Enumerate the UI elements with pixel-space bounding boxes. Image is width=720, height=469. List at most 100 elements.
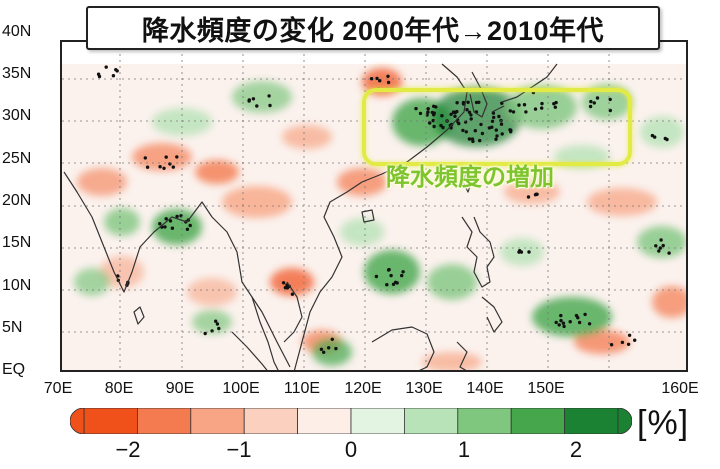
significance-dot xyxy=(115,69,119,73)
significance-dot xyxy=(327,346,331,350)
colorbar-tick: 0 xyxy=(344,437,358,462)
colorbar-segment xyxy=(137,408,192,434)
significance-dot xyxy=(494,137,498,141)
significance-dot xyxy=(461,100,466,105)
significance-dot xyxy=(175,214,179,219)
significance-dot xyxy=(439,123,443,128)
significance-dot xyxy=(494,128,498,132)
significance-dot xyxy=(559,318,563,323)
significance-dot xyxy=(465,108,469,112)
significance-dot xyxy=(552,102,556,106)
significance-dot xyxy=(255,104,259,108)
significance-dot xyxy=(164,155,168,159)
significance-dot xyxy=(657,249,661,253)
significance-dot xyxy=(162,166,166,170)
significance-dot xyxy=(143,156,147,160)
significance-dot xyxy=(471,139,475,144)
significance-dot xyxy=(559,313,563,318)
significance-dot xyxy=(467,110,472,115)
significance-dot xyxy=(659,238,663,242)
colorbar-segment xyxy=(457,408,512,434)
colorbar-segment xyxy=(190,408,245,434)
significance-dot xyxy=(553,105,557,109)
significance-dot xyxy=(495,134,499,138)
significance-dot xyxy=(453,114,457,119)
significance-dot xyxy=(461,128,465,133)
lat-label: 10N xyxy=(2,277,32,294)
significance-dot xyxy=(658,246,662,250)
significance-dot xyxy=(474,100,479,105)
lon-label: 130E xyxy=(405,380,443,397)
significance-dot xyxy=(432,104,436,108)
significance-dot xyxy=(490,119,495,124)
lon-label: 110E xyxy=(283,380,321,397)
significance-dot xyxy=(487,126,492,130)
significance-dot xyxy=(499,122,504,126)
significance-dot xyxy=(467,137,472,141)
lon-label: 160E xyxy=(661,380,699,397)
significance-dot xyxy=(188,223,192,228)
significance-dot xyxy=(440,114,444,118)
significance-dot xyxy=(533,107,538,111)
significance-dot xyxy=(185,227,190,231)
significance-dot xyxy=(215,322,220,326)
lon-label: 150E xyxy=(527,380,565,397)
highlight-label: 降水頻度の増加 xyxy=(386,164,554,191)
significance-dot xyxy=(391,282,396,286)
significance-dot xyxy=(497,114,501,119)
significance-dot xyxy=(576,316,580,320)
significance-dot xyxy=(400,273,404,278)
significance-dot xyxy=(479,122,483,127)
colorbar-tick: 1 xyxy=(457,437,471,462)
significance-dot xyxy=(455,101,459,105)
significance-dot xyxy=(667,251,671,255)
significance-dot xyxy=(633,338,637,342)
significance-dot xyxy=(432,124,436,129)
significance-dot xyxy=(281,281,286,285)
lon-label: 120E xyxy=(344,380,382,397)
map-title: 降水頻度の変化 2000年代→2010年代 xyxy=(86,6,660,50)
colorbar-right-cap xyxy=(617,408,632,434)
significance-dot xyxy=(401,270,405,274)
significance-dot xyxy=(527,250,531,254)
significance-dot xyxy=(158,165,162,169)
anomaly-field xyxy=(74,68,686,370)
significance-dot xyxy=(251,97,256,101)
significance-dot xyxy=(389,273,393,278)
significance-dot xyxy=(104,65,108,69)
significance-dot xyxy=(535,192,539,196)
significance-dot xyxy=(369,77,374,81)
significance-dot xyxy=(583,312,587,317)
lon-label: 90E xyxy=(165,380,195,397)
significance-dot xyxy=(663,136,667,141)
significance-dot xyxy=(577,320,582,325)
significance-dot xyxy=(283,285,288,290)
significance-dot xyxy=(508,109,512,113)
significance-dot xyxy=(97,74,102,79)
significance-dot xyxy=(557,323,561,327)
significance-dots xyxy=(96,65,671,354)
lon-label: 140E xyxy=(466,380,504,397)
significance-dot xyxy=(374,274,379,279)
significance-dot xyxy=(145,165,150,169)
significance-dot xyxy=(267,94,271,98)
coastlines xyxy=(63,63,558,370)
significance-dot xyxy=(568,320,572,324)
significance-dot xyxy=(592,101,596,105)
significance-dot xyxy=(608,97,612,102)
colorbar-segment xyxy=(564,408,619,434)
lat-label: 15N xyxy=(2,234,32,251)
significance-dot xyxy=(540,106,544,110)
significance-dot xyxy=(385,283,389,287)
significance-dot xyxy=(500,132,504,136)
significance-dot xyxy=(163,225,167,229)
significance-dot xyxy=(247,99,251,103)
lat-label: 30N xyxy=(2,107,32,124)
significance-dot xyxy=(480,131,485,136)
significance-dot xyxy=(428,121,432,125)
significance-dot xyxy=(378,79,382,83)
significance-dot xyxy=(395,281,399,285)
significance-dot xyxy=(386,80,391,85)
significance-dot xyxy=(164,217,168,221)
significance-dot xyxy=(511,110,516,114)
